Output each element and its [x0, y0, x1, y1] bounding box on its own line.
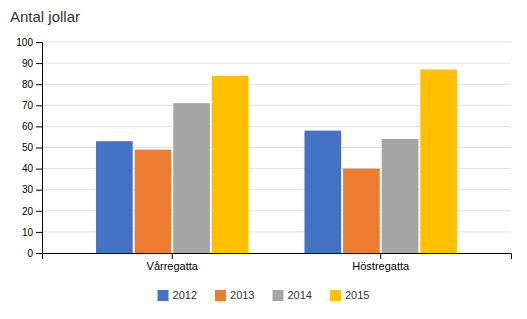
y-tick: 100: [16, 37, 42, 48]
x-tick-label: Höstregatta: [352, 260, 410, 272]
grid: [42, 42, 511, 253]
y-tick-mark: [36, 211, 42, 212]
x-axis-line: [43, 254, 512, 260]
legend-label: 2013: [230, 289, 254, 301]
grid-line: [42, 42, 511, 43]
y-tick-label: 100: [16, 37, 33, 48]
y-tick-mark: [36, 63, 42, 64]
y-tick: 20: [22, 206, 42, 217]
x-tick-mark: [380, 253, 381, 259]
y-tick-label: 90: [22, 58, 34, 69]
chart: Antal jollar 0 10 20 30 40 50 60 70 80 90 100 Vårreg…: [0, 0, 527, 319]
y-tick-label: 40: [22, 163, 34, 174]
y-tick-mark: [36, 148, 42, 149]
legend-label: 2014: [288, 289, 312, 301]
y-tick-label: 10: [22, 227, 34, 238]
bar: [96, 141, 133, 253]
y-tick-label: 30: [22, 184, 34, 195]
y-tick-label: 50: [22, 142, 34, 153]
legend-item: 2013: [215, 289, 254, 301]
bar-series: [173, 103, 418, 253]
y-tick-mark: [36, 126, 42, 127]
y-tick: 30: [22, 184, 42, 195]
bar: [304, 131, 341, 253]
y-tick: 60: [22, 121, 42, 132]
grid-line: [42, 63, 511, 64]
bar: [420, 69, 457, 253]
legend-swatch: [273, 290, 284, 301]
bar: [343, 169, 380, 253]
y-tick-label: 20: [22, 206, 34, 217]
bar-series: [212, 69, 457, 253]
y-tick-mark: [36, 253, 42, 254]
y-tick: 0: [27, 248, 42, 259]
y-axis-line: [36, 43, 43, 254]
title: Antal jollar: [10, 8, 80, 25]
legend-label: 2015: [345, 289, 369, 301]
legend-swatch: [215, 290, 226, 301]
y-tick-mark: [36, 42, 42, 43]
y-tick-label: 70: [22, 100, 34, 111]
legend-swatch: [158, 290, 169, 301]
legend-item: 2012: [158, 289, 197, 301]
bar: [135, 150, 172, 253]
bar: [212, 76, 249, 253]
legend: 2012 2013 2014 2015: [158, 289, 370, 301]
bar: [173, 103, 210, 253]
legend-swatch: [330, 290, 341, 301]
x-axis: Vårregatta Höstregatta: [43, 253, 512, 272]
bars: [96, 69, 457, 253]
y-tick-label: 0: [27, 248, 33, 259]
x-tick-mark: [172, 253, 173, 259]
y-tick-mark: [36, 105, 42, 106]
y-tick: 40: [22, 163, 42, 174]
y-tick-mark: [36, 169, 42, 170]
x-tick: Vårregatta: [147, 253, 199, 272]
y-tick: 80: [22, 79, 42, 90]
y-tick: 90: [22, 58, 42, 69]
y-tick-label: 60: [22, 121, 34, 132]
y-tick: 70: [22, 100, 42, 111]
y-tick-label: 80: [22, 79, 34, 90]
bar: [382, 139, 419, 253]
y-tick: 10: [22, 227, 42, 238]
legend-label: 2012: [173, 289, 197, 301]
y-tick: 50: [22, 142, 42, 153]
x-tick: Höstregatta: [352, 253, 410, 272]
x-tick-label: Vårregatta: [147, 260, 199, 272]
y-axis: 0 10 20 30 40 50 60 70 80 90 100: [16, 37, 42, 259]
y-tick-mark: [36, 190, 42, 191]
plot: 0 10 20 30 40 50 60 70 80 90 100 Vårregatta Höstrega…: [16, 37, 511, 272]
legend-item: 2014: [273, 289, 312, 301]
y-tick-mark: [36, 84, 42, 85]
bar-series: [135, 150, 380, 253]
y-tick-mark: [36, 232, 42, 233]
legend-item: 2015: [330, 289, 369, 301]
